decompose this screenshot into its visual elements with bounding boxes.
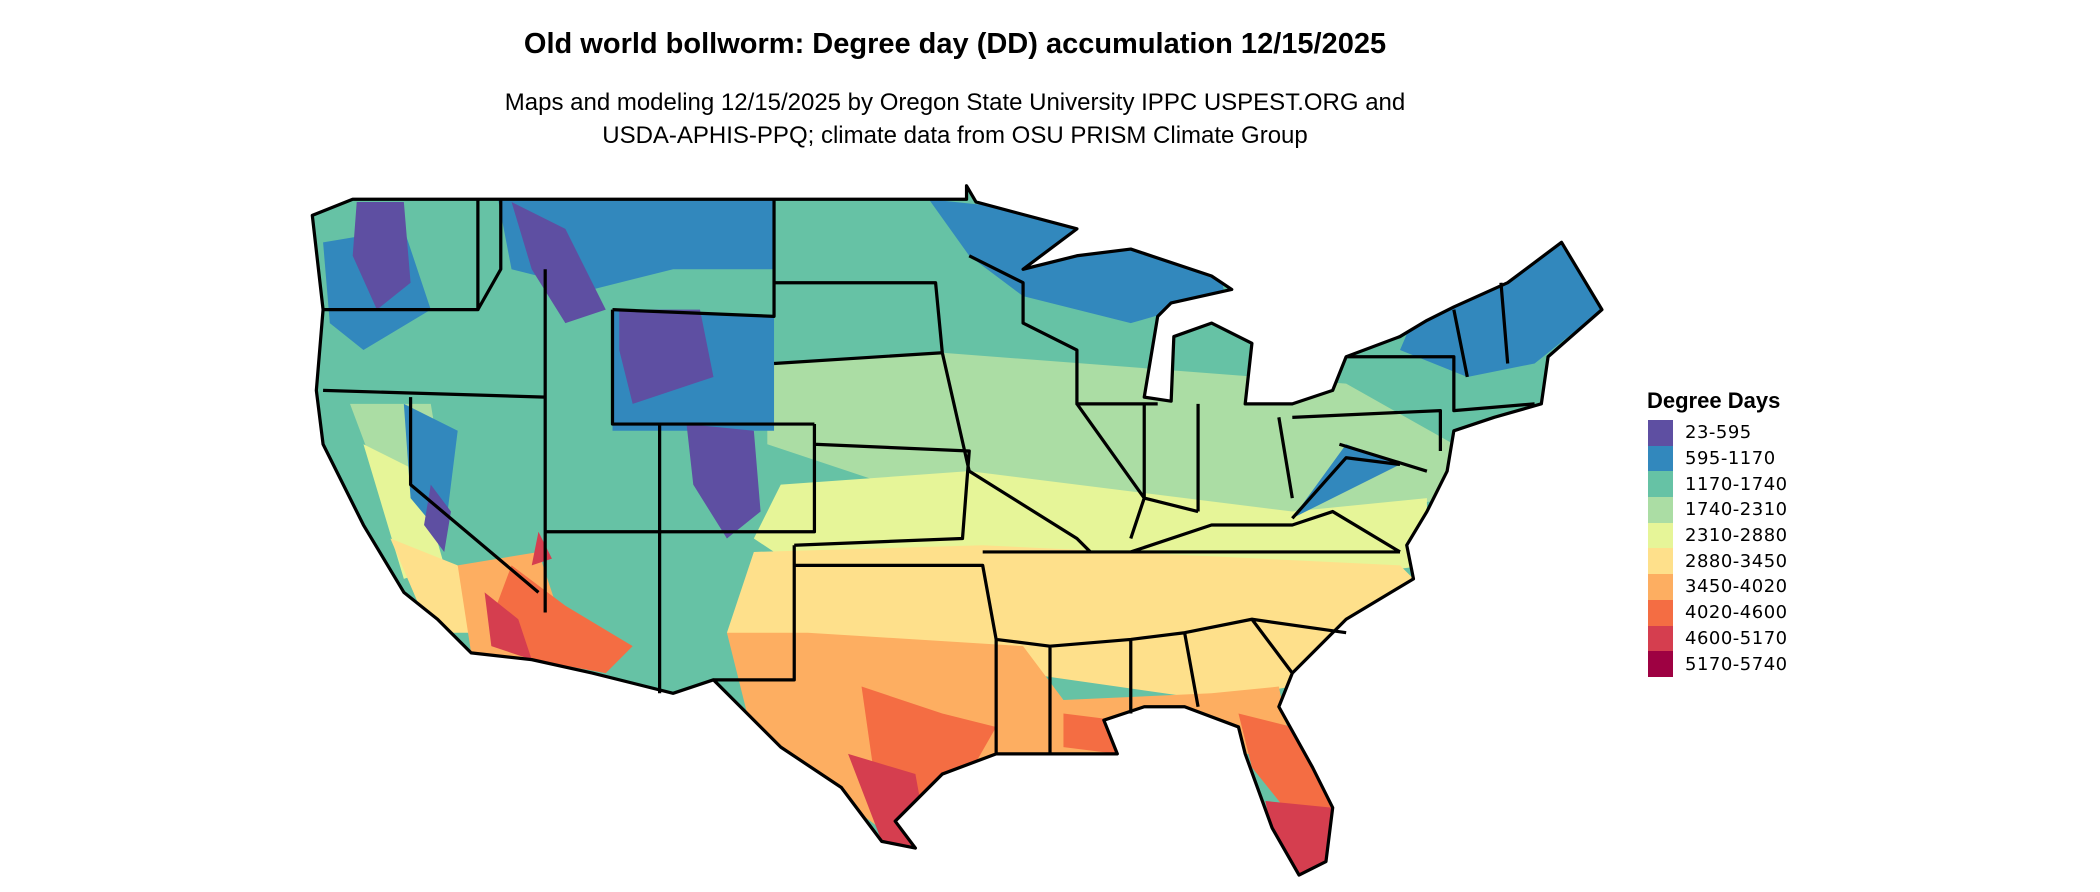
legend-label: 595-1170: [1685, 448, 1776, 470]
zone-1740-2310: [350, 352, 1454, 526]
legend-item: 2880-3450: [1648, 548, 1788, 575]
legend-item: 595-1170: [1648, 445, 1788, 472]
subtitle-line-1: Maps and modeling 12/15/2025 by Oregon S…: [504, 89, 1406, 116]
legend-swatch: [1648, 548, 1673, 575]
legend-swatch: [1648, 625, 1673, 652]
legend-label: 5170-5740: [1685, 653, 1788, 675]
legend-item: 5170-5740: [1648, 651, 1788, 677]
legend-item: 2310-2880: [1648, 522, 1788, 549]
legend-swatch: [1648, 599, 1673, 626]
legend-label: 1170-1740: [1685, 473, 1788, 495]
legend-label: 4600-5170: [1685, 627, 1788, 649]
legend-label: 4020-4600: [1685, 602, 1788, 624]
state-borders: [310, 184, 1604, 877]
legend-item: 4020-4600: [1648, 599, 1788, 626]
legend-item: 4600-5170: [1648, 625, 1788, 652]
legend-item: 1170-1740: [1648, 471, 1788, 498]
map-subtitle: Maps and modeling 12/15/2025 by Oregon S…: [0, 86, 1910, 152]
legend-swatch: [1648, 651, 1673, 677]
legend-swatch: [1648, 522, 1673, 549]
legend-label: 1740-2310: [1685, 499, 1788, 521]
legend: Degree Days 23-595 595-1170 1170-1740 1740-…: [1647, 388, 1788, 677]
legend-items: 23-595 595-1170 1170-1740 1740-2310 2310-288…: [1648, 420, 1788, 677]
zone-23-595: [352, 201, 761, 552]
map-title: Old world bollworm: Degree day (DD) accu…: [523, 28, 1387, 60]
legend-item: 23-595: [1648, 420, 1788, 446]
legend-swatch: [1648, 445, 1673, 472]
degree-day-raster: [312, 185, 1602, 876]
legend-label: 3450-4020: [1685, 576, 1788, 598]
subtitle-line-2: USDA-APHIS-PPQ; climate data from OSU PR…: [602, 122, 1308, 149]
legend-swatch: [1648, 471, 1673, 498]
legend-label: 2310-2880: [1685, 525, 1788, 547]
legend-item: 3450-4020: [1648, 574, 1788, 600]
legend-item: 1740-2310: [1648, 497, 1788, 523]
legend-swatch: [1648, 420, 1673, 446]
legend-title: Degree Days: [1647, 388, 1781, 413]
legend-label: 23-595: [1685, 422, 1752, 444]
zone-2880-3450: [390, 538, 1427, 701]
legend-swatch: [1648, 574, 1673, 600]
legend-label: 2880-3450: [1685, 550, 1788, 572]
legend-swatch: [1648, 497, 1673, 523]
